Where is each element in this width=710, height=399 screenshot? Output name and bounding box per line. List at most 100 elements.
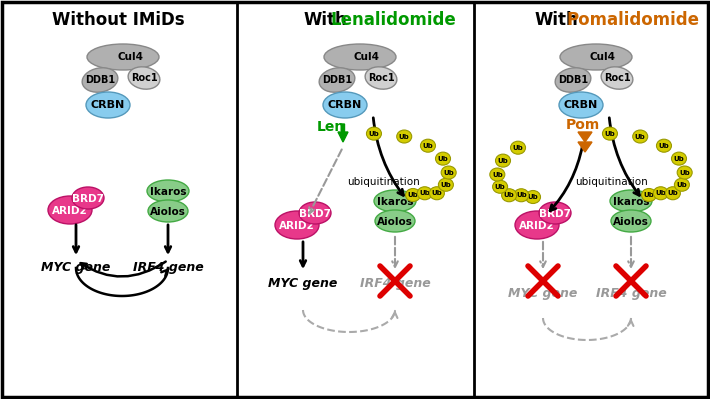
Ellipse shape	[430, 187, 444, 200]
Text: Ub: Ub	[498, 158, 508, 164]
Text: Ub: Ub	[492, 172, 503, 178]
Text: Ub: Ub	[667, 190, 678, 196]
Text: Ub: Ub	[440, 182, 452, 188]
Ellipse shape	[324, 44, 396, 70]
Ellipse shape	[490, 168, 505, 181]
Text: Ub: Ub	[513, 145, 523, 151]
FancyArrow shape	[338, 124, 348, 142]
Text: Ub: Ub	[528, 194, 538, 200]
Text: CRBN: CRBN	[328, 100, 362, 110]
Text: IRF4 gene: IRF4 gene	[360, 277, 430, 290]
Text: Pom: Pom	[566, 118, 600, 132]
Text: DDB1: DDB1	[558, 75, 588, 85]
Ellipse shape	[560, 44, 632, 70]
Ellipse shape	[496, 154, 510, 167]
Text: Ub: Ub	[420, 190, 430, 196]
Ellipse shape	[493, 180, 508, 193]
Text: Ub: Ub	[635, 134, 645, 140]
Ellipse shape	[633, 130, 648, 143]
Ellipse shape	[397, 130, 412, 143]
Text: Ub: Ub	[644, 192, 655, 198]
Text: DDB1: DDB1	[322, 75, 352, 85]
Text: ARID2: ARID2	[52, 206, 88, 216]
Ellipse shape	[514, 189, 529, 202]
Text: Cul4: Cul4	[117, 52, 143, 62]
Ellipse shape	[441, 166, 456, 179]
Ellipse shape	[86, 92, 130, 118]
Text: Pomalidomide: Pomalidomide	[567, 11, 699, 29]
Text: Ub: Ub	[432, 190, 442, 196]
Text: Len: Len	[317, 120, 345, 134]
Ellipse shape	[539, 202, 571, 224]
Text: With: With	[534, 11, 578, 29]
Text: IRF4 gene: IRF4 gene	[133, 261, 203, 275]
Text: Aiolos: Aiolos	[613, 217, 649, 227]
Ellipse shape	[555, 68, 591, 92]
Text: Ub: Ub	[674, 156, 684, 162]
Ellipse shape	[48, 196, 92, 224]
Ellipse shape	[148, 200, 188, 222]
Ellipse shape	[128, 67, 160, 89]
Text: Ikaros: Ikaros	[613, 197, 649, 207]
Ellipse shape	[510, 141, 525, 154]
Ellipse shape	[375, 210, 415, 232]
Text: Ub: Ub	[679, 170, 690, 176]
Text: ubiquitination: ubiquitination	[346, 177, 420, 187]
Text: Ub: Ub	[408, 192, 418, 198]
Ellipse shape	[677, 166, 692, 179]
Ellipse shape	[502, 189, 517, 202]
Ellipse shape	[642, 188, 657, 201]
Text: Aiolos: Aiolos	[377, 217, 413, 227]
Text: IRF4 gene: IRF4 gene	[596, 288, 667, 300]
Text: Ub: Ub	[677, 182, 687, 188]
Ellipse shape	[417, 187, 432, 200]
Text: Cul4: Cul4	[354, 52, 380, 62]
Text: DDB1: DDB1	[85, 75, 115, 85]
Text: CRBN: CRBN	[564, 100, 598, 110]
Ellipse shape	[672, 152, 687, 165]
Ellipse shape	[435, 152, 451, 165]
Ellipse shape	[405, 188, 420, 201]
Polygon shape	[578, 132, 592, 142]
Ellipse shape	[299, 202, 331, 224]
Ellipse shape	[665, 187, 680, 200]
Polygon shape	[578, 142, 592, 152]
Ellipse shape	[610, 190, 652, 212]
Text: MYC gene: MYC gene	[41, 261, 111, 275]
Text: BRD7: BRD7	[72, 194, 104, 204]
Text: Ub: Ub	[443, 170, 454, 176]
Text: Roc1: Roc1	[368, 73, 394, 83]
Text: Ikaros: Ikaros	[377, 197, 413, 207]
Text: Ub: Ub	[399, 134, 410, 140]
Ellipse shape	[72, 187, 104, 209]
Text: MYC gene: MYC gene	[508, 288, 578, 300]
Ellipse shape	[87, 44, 159, 70]
Text: Ub: Ub	[605, 130, 616, 136]
Text: Ub: Ub	[422, 143, 433, 149]
Ellipse shape	[438, 178, 454, 191]
Text: CRBN: CRBN	[91, 100, 125, 110]
Text: ubiquitination: ubiquitination	[574, 177, 648, 187]
Text: Without IMiDs: Without IMiDs	[52, 11, 185, 29]
Ellipse shape	[674, 178, 689, 191]
Text: MYC gene: MYC gene	[268, 277, 338, 290]
Ellipse shape	[603, 127, 618, 140]
Text: ARID2: ARID2	[279, 221, 315, 231]
Text: Roc1: Roc1	[604, 73, 630, 83]
Ellipse shape	[525, 190, 540, 203]
Ellipse shape	[147, 180, 189, 202]
Text: Roc1: Roc1	[131, 73, 158, 83]
Text: Ub: Ub	[516, 192, 527, 198]
Ellipse shape	[653, 187, 668, 200]
Text: Ub: Ub	[504, 192, 515, 198]
Ellipse shape	[323, 92, 367, 118]
Text: BRD7: BRD7	[299, 209, 331, 219]
Text: Cul4: Cul4	[590, 52, 616, 62]
Ellipse shape	[366, 127, 381, 140]
Ellipse shape	[365, 67, 397, 89]
Ellipse shape	[657, 139, 672, 152]
Text: Ub: Ub	[368, 130, 379, 136]
Text: Ikaros: Ikaros	[150, 187, 186, 197]
Ellipse shape	[82, 68, 118, 92]
Text: Ub: Ub	[655, 190, 666, 196]
